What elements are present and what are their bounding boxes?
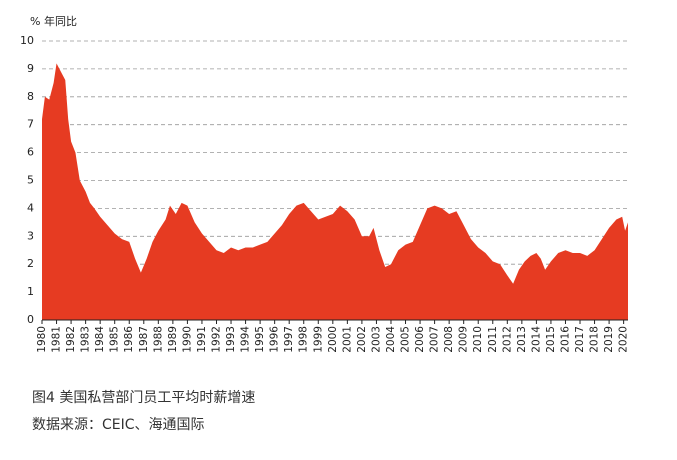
x-tick-label: 2020 <box>618 326 630 353</box>
x-tick-label: 2001 <box>341 326 353 353</box>
x-tick-label: 1998 <box>298 326 310 353</box>
x-tick-label: 2003 <box>370 326 382 353</box>
x-tick-label: 2005 <box>400 326 412 353</box>
x-tick-label: 2004 <box>385 326 397 353</box>
y-tick-label: 3 <box>27 229 34 242</box>
x-tick-label: 1985 <box>109 326 121 353</box>
x-tick-label: 1989 <box>167 326 179 353</box>
x-tick-label: 1996 <box>269 326 281 353</box>
area <box>42 63 628 320</box>
x-tick-label: 2013 <box>516 326 528 353</box>
x-tick-label: 1988 <box>152 326 164 353</box>
x-tick-label: 2012 <box>501 326 513 353</box>
x-tick-label: 2006 <box>414 326 426 353</box>
x-tick-label: 1991 <box>196 326 208 353</box>
x-tick-label: 2019 <box>603 326 615 353</box>
x-tick-label: 1987 <box>138 326 150 353</box>
x-tick-label: 2017 <box>574 326 586 353</box>
x-tick-label: 1992 <box>210 326 222 353</box>
x-tick-label: 2015 <box>545 326 557 353</box>
x-tick-label: 1982 <box>65 326 77 353</box>
x-tick-label: 1993 <box>225 326 237 353</box>
y-tick-label: 2 <box>27 257 34 270</box>
x-tick-label: 1983 <box>80 326 92 353</box>
x-tick-label: 2011 <box>487 326 499 353</box>
x-tick-label: 1981 <box>51 326 63 353</box>
x-tick-label: 1997 <box>283 326 295 353</box>
y-tick-label: 4 <box>27 201 34 214</box>
x-tick-label: 1990 <box>181 326 193 353</box>
y-tick-label: 1 <box>27 285 34 298</box>
x-tick-label: 1994 <box>240 326 252 353</box>
y-tick-label: 10 <box>20 34 34 47</box>
x-tick-label: 2014 <box>530 326 542 353</box>
x-tick-label: 2002 <box>356 326 368 353</box>
source: 数据来源：CEIC、海通国际 <box>32 417 205 433</box>
x-tick-label: 1980 <box>36 326 48 353</box>
caption: 图4 美国私营部门员工平均时薪增速 <box>32 390 255 406</box>
y-tick-label: 9 <box>27 62 34 75</box>
x-tick-label: 2009 <box>458 326 470 353</box>
y-tick-label: 8 <box>27 90 34 103</box>
y-axis-label: % 年同比 <box>30 14 77 28</box>
y-tick-label: 0 <box>27 313 34 326</box>
x-tick-label: 2000 <box>327 326 339 353</box>
x-tick-label: 2008 <box>443 326 455 353</box>
x-tick-label: 1999 <box>312 326 324 353</box>
y-tick-label: 7 <box>27 118 34 131</box>
y-tick-label: 5 <box>27 174 34 187</box>
x-tick-label: 2010 <box>472 326 484 353</box>
x-tick-label: 1995 <box>254 326 266 353</box>
y-tick-label: 6 <box>27 146 34 159</box>
x-tick-label: 1986 <box>123 326 135 353</box>
x-tick-label: 2016 <box>559 326 571 353</box>
x-tick-label: 1984 <box>94 326 106 353</box>
x-tick-label: 2018 <box>589 326 601 353</box>
x-tick-label: 2007 <box>429 326 441 353</box>
